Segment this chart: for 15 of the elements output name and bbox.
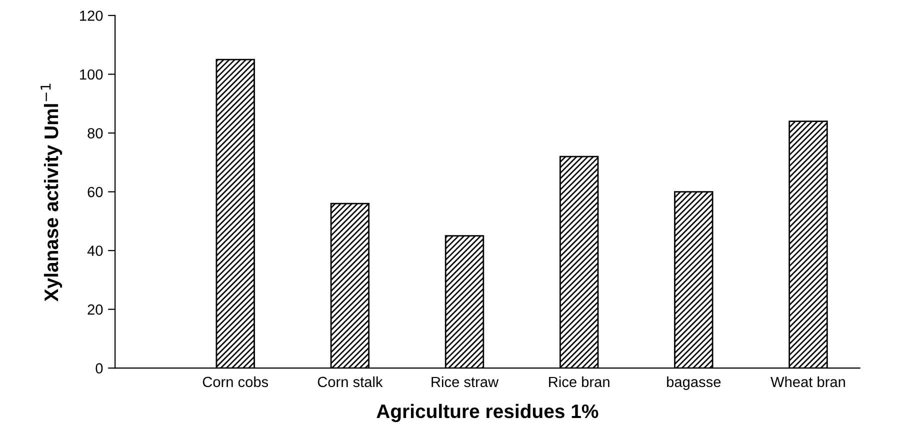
x-tick-label: Wheat bran — [770, 376, 845, 388]
x-tick-label: Rice straw — [432, 376, 499, 388]
x-tick-label: Corn cobs — [202, 376, 268, 388]
x-tick-label: bagasse — [667, 376, 721, 390]
y-tick-label: 80 — [88, 128, 103, 138]
y-tick-label: 20 — [88, 304, 103, 315]
y-tick-label: 120 — [80, 10, 103, 21]
y-tick-label: 40 — [87, 246, 103, 256]
x-axis-title: Agriculture residues 1% — [376, 404, 598, 422]
y-axis-title: Xylanase activity Uml$^{−1}$ — [40, 84, 62, 302]
x-tick-label: Corn stalk — [318, 376, 383, 388]
y-tick-label: 100 — [80, 69, 103, 80]
y-tick-label: 60 — [88, 186, 103, 198]
y-tick-label: 0 — [96, 363, 103, 374]
x-tick-label: Rice bran — [549, 376, 610, 388]
